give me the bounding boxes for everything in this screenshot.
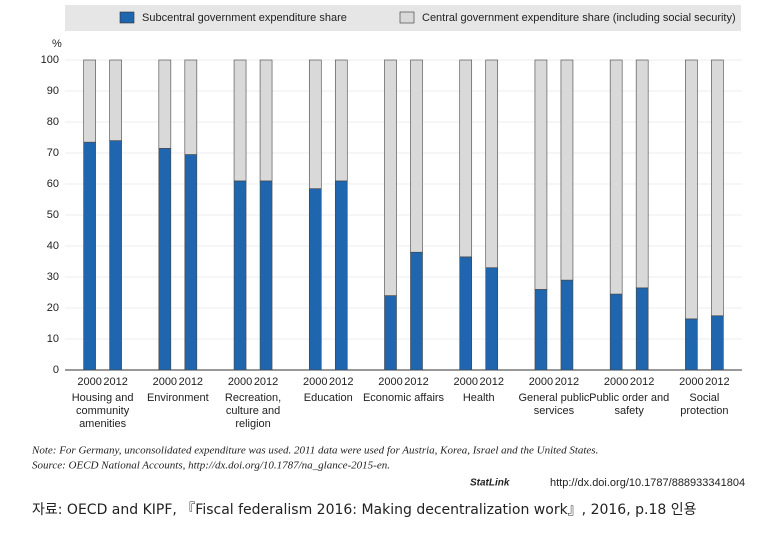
group-label: Education: [304, 392, 353, 404]
x-tick-label: 2000: [604, 376, 628, 388]
bar-segment: [259, 180, 273, 371]
y-tick-label: 40: [47, 240, 59, 252]
bar-segment: [685, 318, 698, 371]
x-tick-label: 2012: [404, 376, 428, 388]
bar-segment: [534, 289, 548, 371]
group-label: Health: [463, 392, 495, 404]
bar-segment: [711, 315, 724, 371]
x-tick-label: 2012: [479, 376, 503, 388]
bar-segment: [308, 188, 322, 371]
x-tick-label: 2012: [329, 376, 353, 388]
bar-segment: [384, 59, 397, 296]
x-tick-label: 2012: [705, 376, 729, 388]
bar-segment: [459, 59, 473, 258]
group-label: Economic affairs: [363, 392, 445, 404]
group-label: Public order and safety: [589, 392, 669, 417]
credit: 자료: OECD and KIPF, 『Fiscal federalism 20…: [32, 502, 697, 518]
group-label: Environment: [147, 392, 209, 404]
group-label: Social protection: [680, 392, 728, 417]
bar-segment: [334, 59, 348, 182]
x-tick-label: 2000: [378, 376, 402, 388]
bar-segment: [609, 293, 623, 371]
bar-segment: [334, 180, 348, 371]
bar-segment: [259, 59, 273, 182]
bar-segment: [485, 267, 499, 371]
bar-segment: [109, 59, 122, 141]
bar-segment: [534, 59, 548, 290]
note: Note: For Germany, unconsolidated expend…: [31, 445, 598, 457]
bar-segment: [384, 295, 397, 371]
bar-segment: [560, 279, 574, 371]
bar-segment: [485, 59, 499, 268]
bar-segment: [83, 59, 96, 143]
bar-segment: [410, 251, 423, 371]
legend-label: Central government expenditure share (in…: [422, 12, 736, 24]
bar-segment: [609, 59, 623, 295]
x-tick-label: 2000: [529, 376, 553, 388]
y-tick-label: 60: [47, 178, 59, 190]
group-label: Recreation, culture and religion: [225, 392, 281, 430]
source: Source: OECD National Accounts, http://d…: [32, 460, 390, 472]
y-tick-label: 90: [47, 85, 59, 97]
statlink: StatLink: [470, 478, 510, 489]
x-tick-label: 2012: [630, 376, 654, 388]
bar-segment: [308, 59, 322, 189]
x-tick-label: 2000: [228, 376, 252, 388]
x-tick-label: 2012: [103, 376, 127, 388]
bar-segment: [109, 140, 122, 371]
bar-segment: [158, 59, 172, 149]
y-tick-label: 0: [53, 364, 59, 376]
y-tick-label: 100: [41, 54, 59, 66]
bar-segment: [184, 154, 198, 371]
y-tick-label: 80: [47, 116, 59, 128]
bar-segment: [711, 59, 724, 317]
bar-segment: [158, 148, 172, 371]
bar-segment: [233, 180, 247, 371]
x-tick-label: 2012: [555, 376, 579, 388]
bar-segment: [685, 59, 698, 320]
y-axis-label: %: [52, 38, 62, 50]
y-tick-label: 70: [47, 147, 59, 159]
bar-segment: [83, 141, 96, 371]
y-tick-label: 10: [47, 333, 59, 345]
legend-swatch: [399, 11, 415, 24]
legend-label: Subcentral government expenditure share: [142, 12, 347, 24]
group-label: Housing and community amenities: [72, 392, 134, 430]
x-tick-label: 2000: [303, 376, 327, 388]
y-tick-label: 20: [47, 302, 59, 314]
bar-segment: [233, 59, 247, 182]
y-tick-label: 50: [47, 209, 59, 221]
bar-segment: [635, 287, 649, 371]
group-label: General public services: [518, 392, 589, 417]
legend-swatch: [119, 11, 135, 24]
bar-segment: [635, 59, 649, 289]
y-tick-label: 30: [47, 271, 59, 283]
x-tick-label: 2012: [254, 376, 278, 388]
bar-segment: [560, 59, 574, 281]
bar-segment: [410, 59, 423, 253]
x-tick-label: 2000: [679, 376, 703, 388]
x-tick-label: 2000: [153, 376, 177, 388]
x-tick-label: 2012: [179, 376, 203, 388]
x-tick-label: 2000: [453, 376, 477, 388]
x-tick-label: 2000: [77, 376, 101, 388]
bar-segment: [184, 59, 198, 155]
statlink-url: http://dx.doi.org/10.1787/888933341804: [550, 477, 745, 489]
bar-segment: [459, 256, 473, 371]
